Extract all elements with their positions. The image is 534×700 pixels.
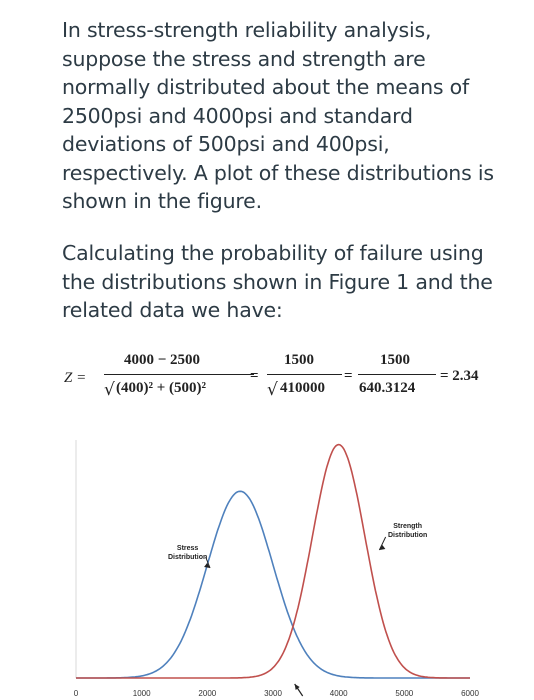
equation-numerator-1: 4000 − 2500	[124, 352, 201, 368]
annotation-arrow-icon	[378, 536, 387, 551]
x-tick-label: 3000	[264, 689, 282, 698]
sqrt-icon: √	[267, 380, 278, 400]
annotation-label: Distribution	[168, 554, 207, 561]
calculation-intro-paragraph: Calculating the probability of failure u…	[62, 241, 493, 322]
arrowhead-icon	[379, 545, 386, 550]
equation-numerator-2: 1500	[284, 352, 314, 368]
annotation-label: Strength	[393, 523, 422, 530]
problem-statement-paragraph: In stress-strength reliability analysis,…	[62, 18, 494, 213]
z-equation: Z = 4000 − 2500 √ (400)² + (500)² = 1500…	[62, 348, 522, 408]
x-tick-label: 0	[74, 689, 79, 698]
equation-denominator-2: 410000	[280, 380, 325, 396]
z-lhs: Z =	[64, 370, 87, 386]
equation-numerator-3: 1500	[380, 352, 410, 368]
x-tick-label: 1000	[133, 689, 151, 698]
annotation-label: Stress	[177, 545, 199, 552]
annotation-label: Distribution	[388, 532, 427, 539]
x-tick-label: 4000	[330, 689, 348, 698]
equals-sign-2: =	[250, 368, 259, 384]
x-tick-label: 6000	[461, 689, 479, 698]
x-tick-label: 2000	[198, 689, 216, 698]
series-line-2	[76, 443, 470, 679]
series-line-1	[76, 490, 470, 679]
fraction-bar-3	[358, 374, 436, 375]
arrowhead-icon	[204, 563, 211, 568]
equation-denominator-3: 640.3124	[359, 380, 416, 396]
x-tick-label: 5000	[395, 689, 413, 698]
sqrt-icon: √	[104, 380, 115, 400]
fraction-bar-2	[267, 374, 342, 375]
arrowhead-icon	[294, 684, 300, 690]
distribution-chart: 0 1000 2000 3000 4000 5000 6000 Stress Distribut…	[74, 440, 479, 698]
equals-sign-3: =	[344, 368, 353, 384]
equation-denominator-1: (400)² + (500)²	[116, 380, 207, 396]
annotation-arrow-icon	[205, 556, 211, 569]
equation-result: = 2.34	[440, 368, 479, 384]
fraction-bar-1	[104, 374, 254, 375]
